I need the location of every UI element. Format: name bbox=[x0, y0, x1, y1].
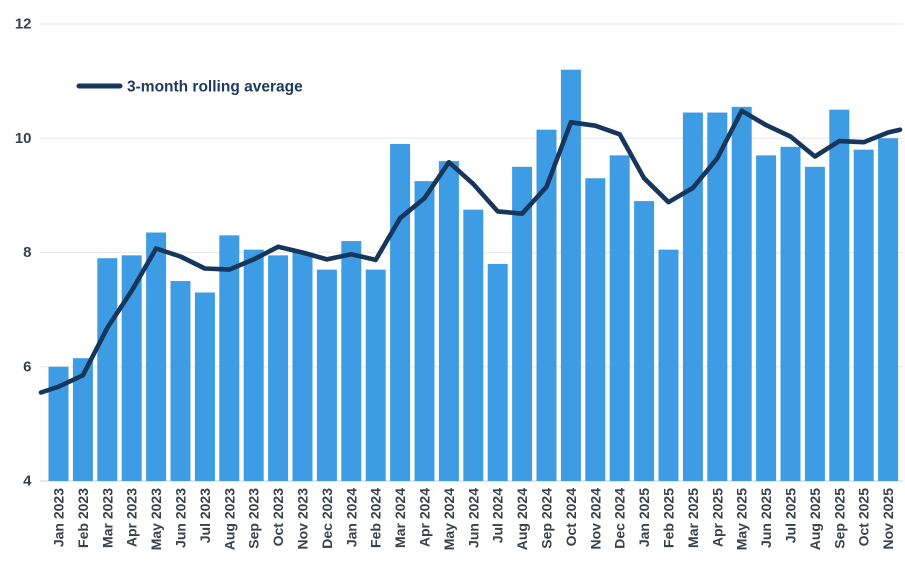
x-axis-tick-label: Sep 2023 bbox=[246, 488, 262, 549]
x-axis-tick-label: Nov 2023 bbox=[295, 488, 311, 550]
bar-may-2024 bbox=[438, 161, 459, 481]
bar-jul-2025 bbox=[780, 146, 801, 481]
bar-jul-2024 bbox=[487, 263, 508, 481]
bar-mar-2025 bbox=[682, 112, 703, 481]
x-axis-tick-label: Mar 2023 bbox=[99, 488, 115, 548]
x-axis-tick-label: Aug 2024 bbox=[514, 488, 530, 550]
bar-jan-2023 bbox=[48, 366, 69, 481]
x-axis-tick-label: Jan 2023 bbox=[51, 488, 67, 547]
bar-jun-2024 bbox=[463, 209, 484, 481]
legend-label: 3-month rolling average bbox=[127, 79, 303, 96]
x-axis-tick-label: May 2024 bbox=[441, 488, 457, 550]
x-axis-tick-label: Jan 2024 bbox=[343, 488, 359, 547]
bar-oct-2025 bbox=[853, 149, 874, 482]
bar-mar-2023 bbox=[97, 258, 118, 481]
x-axis-tick-label: Mar 2025 bbox=[685, 488, 701, 548]
x-axis-tick-label: Mar 2024 bbox=[392, 488, 408, 548]
bar-aug-2025 bbox=[804, 166, 825, 481]
x-axis-tick-label: Nov 2025 bbox=[880, 488, 896, 550]
x-axis-tick-label: Dec 2023 bbox=[319, 488, 335, 549]
x-axis-tick-label: Aug 2025 bbox=[807, 488, 823, 550]
x-axis-tick-label: Oct 2023 bbox=[270, 488, 286, 547]
x-axis-tick-label: Jul 2024 bbox=[490, 488, 506, 543]
bar-oct-2023 bbox=[268, 255, 289, 481]
rolling-average-line bbox=[38, 108, 903, 395]
bar-nov-2025 bbox=[878, 138, 899, 481]
bar-feb-2023 bbox=[72, 358, 93, 481]
bar-aug-2023 bbox=[219, 235, 240, 481]
x-axis-tick-label: May 2025 bbox=[734, 488, 750, 550]
bar-aug-2024 bbox=[512, 166, 533, 481]
y-axis-tick-label: 12 bbox=[15, 16, 32, 33]
y-axis-tick-label: 6 bbox=[23, 358, 31, 375]
bar-dec-2024 bbox=[609, 155, 630, 481]
bar-dec-2023 bbox=[316, 269, 337, 481]
x-axis-tick-label: Sep 2024 bbox=[539, 488, 555, 549]
x-axis-tick-label: Jul 2025 bbox=[783, 488, 799, 543]
x-axis-tick-label: May 2023 bbox=[148, 488, 164, 550]
bar-jul-2023 bbox=[194, 292, 215, 481]
y-axis-tick-label: 4 bbox=[23, 473, 32, 490]
x-axis-tick-label: Apr 2024 bbox=[417, 488, 433, 547]
bar-may-2025 bbox=[731, 106, 752, 482]
x-axis-tick-label: Oct 2024 bbox=[563, 488, 579, 547]
bar-apr-2023 bbox=[121, 255, 142, 481]
bar-sep-2025 bbox=[829, 109, 850, 481]
bar-nov-2023 bbox=[292, 252, 313, 481]
bar-may-2023 bbox=[146, 232, 167, 481]
x-axis-tick-label: Aug 2023 bbox=[221, 488, 237, 550]
x-axis-tick-label: Dec 2024 bbox=[612, 488, 628, 549]
x-axis-tick-label: Jan 2025 bbox=[636, 488, 652, 547]
x-axis-tick-label: Feb 2023 bbox=[75, 488, 91, 548]
x-axis-tick-label: Feb 2024 bbox=[368, 488, 384, 548]
x-axis-tick-label: Jul 2023 bbox=[197, 488, 213, 543]
bar-jun-2023 bbox=[170, 281, 191, 481]
x-axis-tick-label: Sep 2025 bbox=[831, 488, 847, 549]
bar-feb-2025 bbox=[658, 249, 679, 481]
bar-sep-2024 bbox=[536, 129, 557, 481]
y-axis-tick-label: 10 bbox=[15, 130, 32, 147]
x-axis-tick-label: Apr 2023 bbox=[124, 488, 140, 547]
bar-feb-2024 bbox=[365, 269, 386, 481]
x-axis-tick-label: Nov 2024 bbox=[587, 488, 603, 550]
bar-jan-2025 bbox=[634, 201, 655, 481]
x-axis-tick-label: Feb 2025 bbox=[661, 488, 677, 548]
x-axis-tick-label: Jun 2025 bbox=[758, 488, 774, 548]
bar-sep-2023 bbox=[243, 249, 264, 481]
bar-apr-2024 bbox=[414, 181, 435, 481]
y-axis-tick-label: 8 bbox=[23, 244, 31, 261]
x-axis-tick-label: Apr 2025 bbox=[709, 488, 725, 547]
x-axis-tick-label: Oct 2025 bbox=[856, 488, 872, 547]
bar-oct-2024 bbox=[560, 69, 581, 481]
x-axis-tick-label: Jun 2024 bbox=[465, 488, 481, 548]
x-axis-tick-label: Jun 2023 bbox=[173, 488, 189, 548]
bar-nov-2024 bbox=[585, 178, 606, 482]
bar-jun-2025 bbox=[756, 155, 777, 481]
bar-mar-2024 bbox=[390, 143, 411, 481]
bar-apr-2025 bbox=[707, 112, 728, 481]
bar-jan-2024 bbox=[341, 241, 362, 481]
